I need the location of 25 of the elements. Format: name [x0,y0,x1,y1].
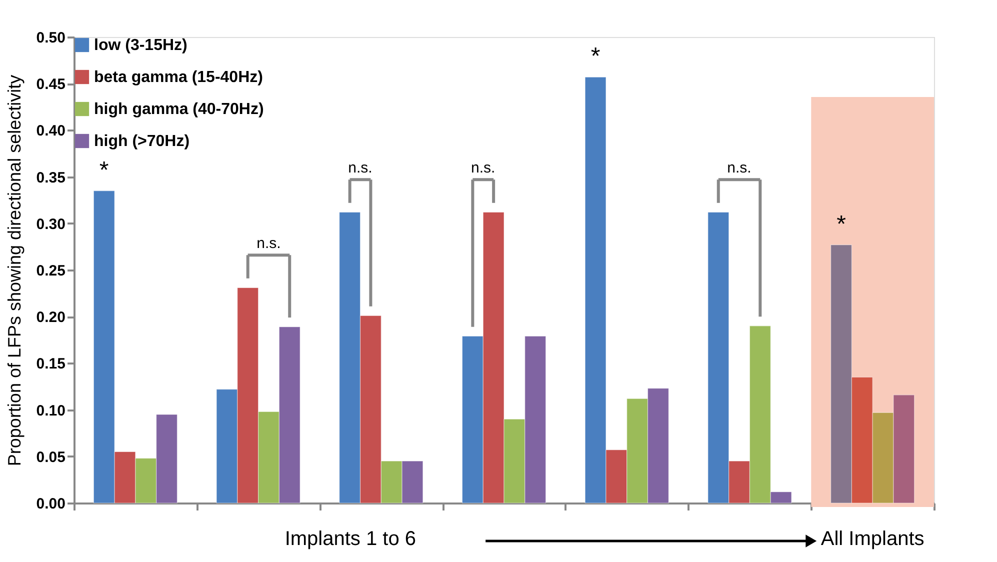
annotation: n.s. [727,160,752,177]
y-tick-label: 0.45 [36,76,66,94]
y-tick-label: 0.50 [36,30,66,46]
legend-label: high gamma (40-70Hz) [94,101,264,118]
annotation: n.s. [471,160,496,177]
y-axis-title: Proportion of LFPs showing directional selectivity [4,74,24,466]
y-tick-label: 0.05 [36,448,66,466]
y-tick-label: 0.35 [36,169,66,186]
annotation: * [99,156,109,184]
text: Implants 1 to 6 [284,528,416,550]
annotation: * [836,210,846,238]
annotation: n.s. [256,235,281,252]
legend-label: low (3-15Hz) [94,37,188,54]
legend-label: beta gamma (15-40Hz) [94,69,263,86]
y-tick-label: 0.20 [36,309,66,326]
annotation: * [590,43,600,70]
y-tick-label: 0.15 [36,356,66,373]
legend-label: high (>70Hz) [94,133,190,150]
y-tick-label: 0.10 [36,402,66,420]
y-tick-label: 0.40 [36,122,66,140]
x-tick-label: All Implants [820,528,924,550]
y-tick-label: 0.25 [36,262,66,280]
annotation: n.s. [348,160,372,177]
y-tick-label: 0.00 [36,496,66,512]
y-tick-label: 0.30 [36,216,66,233]
